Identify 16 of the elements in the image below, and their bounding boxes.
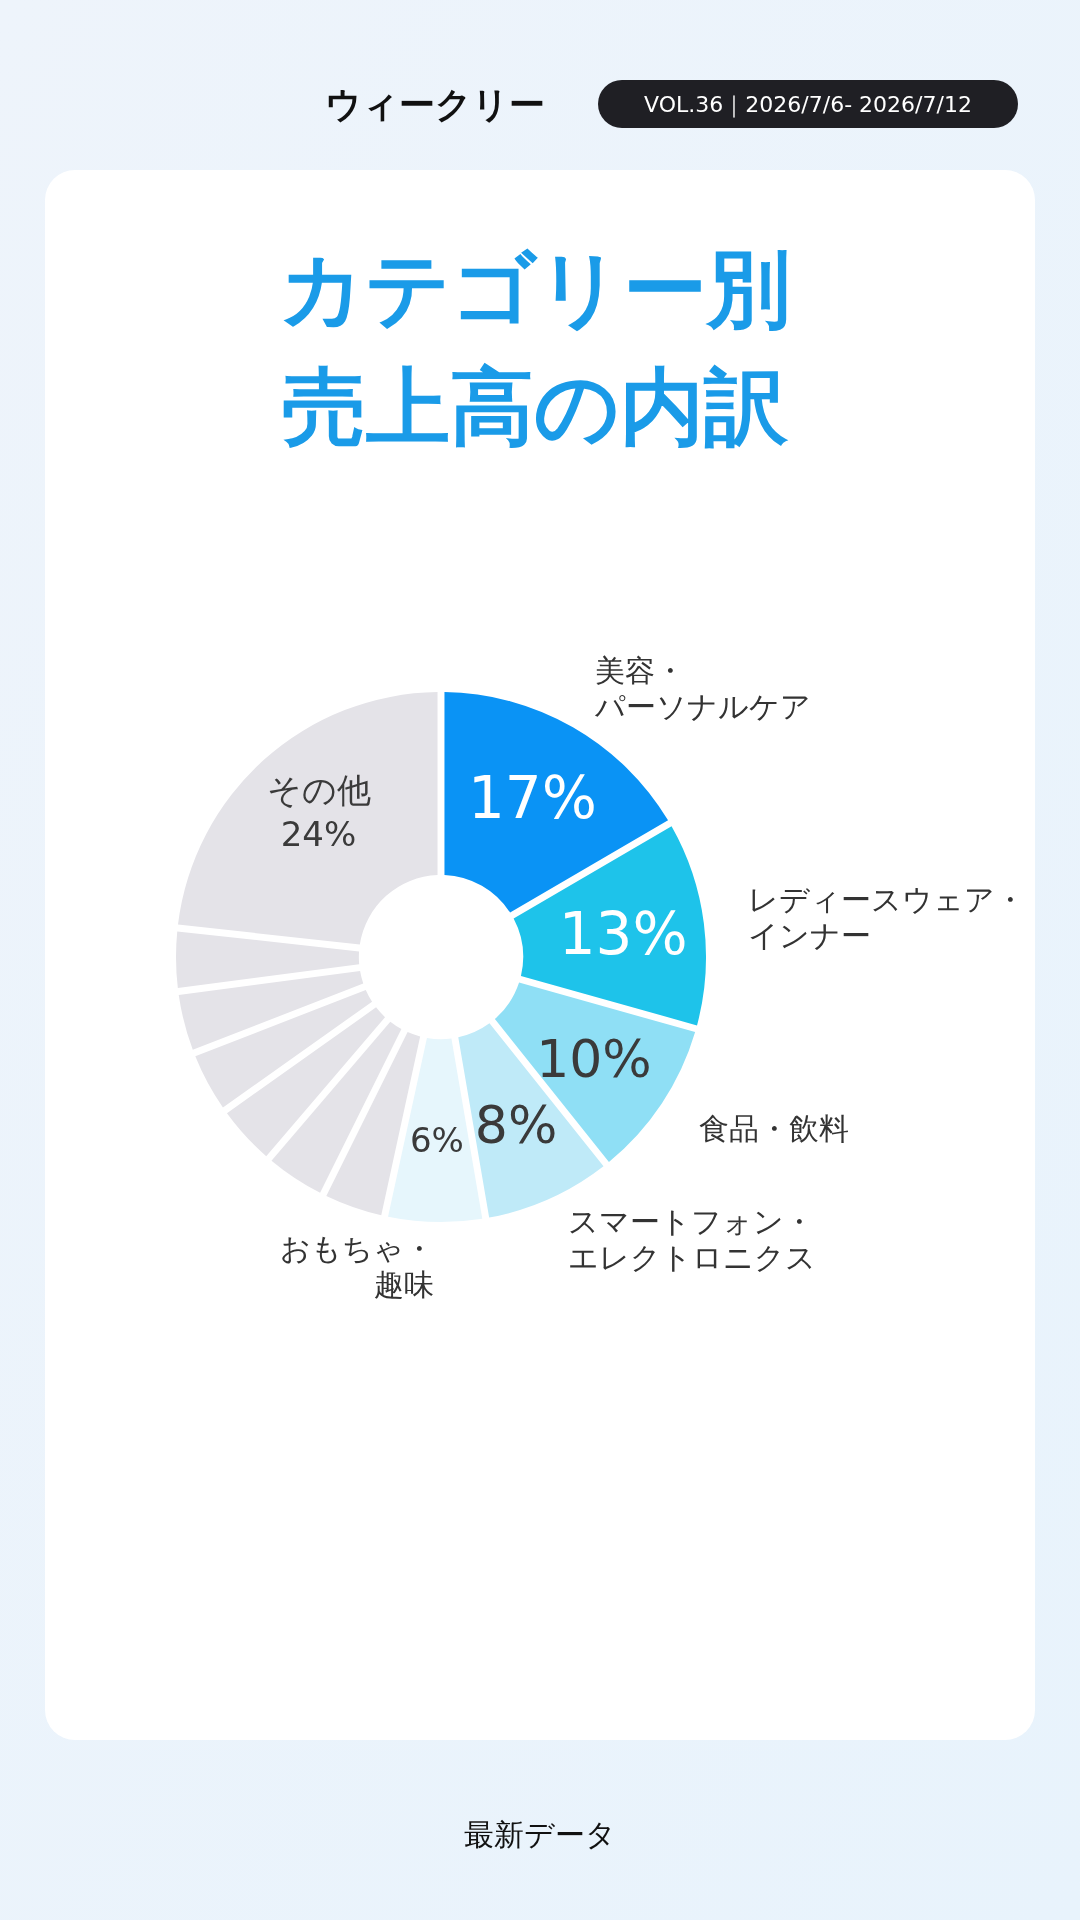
chart-title: カテゴリー別売上高の内訳 [279, 240, 791, 456]
text: 最新データ [464, 1817, 616, 1852]
text: ウィークリー [325, 84, 545, 125]
data-label: 8% [474, 1094, 558, 1155]
slice-label: スマートフォン・エレクトロニクス [567, 1204, 816, 1276]
chart-subtitle: VOL.36｜2026/7/6- 2026/7/12 [644, 91, 972, 118]
slice-label: 美容・パーソナルケア [594, 652, 812, 724]
slice-label: レディースウェア・インナー [748, 882, 1026, 954]
data-label: 10% [536, 1028, 652, 1089]
slice-label: 食品・飲料 [699, 1110, 850, 1146]
data-label: 6% [409, 1120, 464, 1161]
slice-label: その他 [266, 770, 371, 811]
slice-label: おもちゃ・趣味 [280, 1231, 435, 1303]
data-label: 17% [467, 764, 597, 833]
data-label: 24% [280, 814, 357, 855]
data-label: 13% [558, 900, 688, 968]
